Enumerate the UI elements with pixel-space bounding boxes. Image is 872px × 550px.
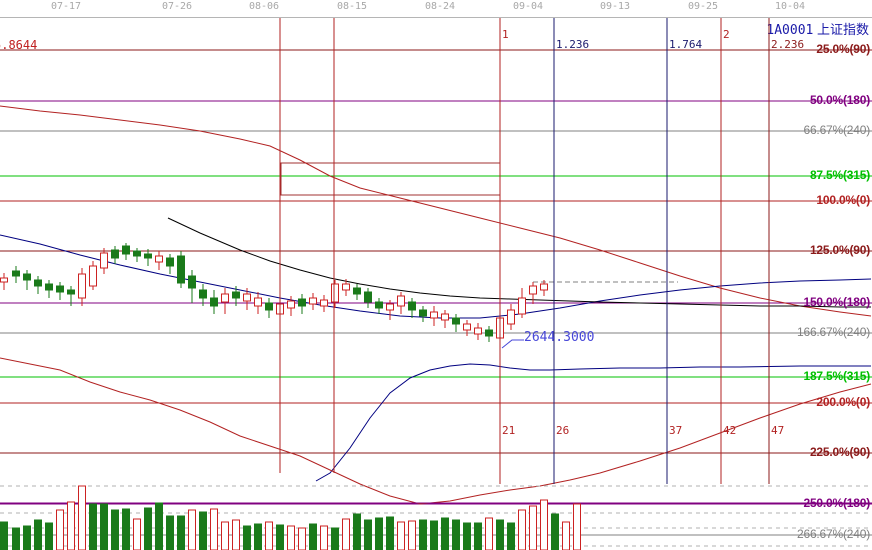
volume-panel bbox=[0, 466, 872, 550]
percent-level-label: 225.0%(90) bbox=[809, 445, 870, 459]
date-tick: 07-26 bbox=[161, 1, 193, 12]
percent-level-label: 100.0%(0) bbox=[816, 193, 870, 207]
price-panel: 5.8644 bbox=[0, 18, 872, 536]
date-tick: 09-04 bbox=[512, 1, 544, 12]
date-tick: 08-06 bbox=[248, 1, 280, 12]
percent-level-label: 266.67%(240) bbox=[797, 527, 870, 541]
top-left-value: 5.8644 bbox=[0, 38, 38, 52]
date-tick: 09-13 bbox=[599, 1, 631, 12]
price-vector-layer bbox=[0, 18, 872, 536]
symbol-name: 上证指数 bbox=[816, 22, 869, 37]
time-marker-top-label: 2 bbox=[723, 28, 730, 41]
time-marker-top-label: 1.764 bbox=[669, 38, 703, 51]
percent-level-label: 150.0%(180) bbox=[803, 295, 870, 309]
time-marker-top-label: 1.236 bbox=[556, 38, 590, 51]
percent-level-label: 87.5%(315) bbox=[809, 168, 870, 182]
time-marker-bottom-label: 37 bbox=[669, 424, 683, 437]
price-callout: 2644.3000 bbox=[524, 330, 595, 345]
date-tick: 07-17 bbox=[50, 1, 82, 12]
axis-rule bbox=[0, 17, 872, 18]
chart-title: 1A0001 上证指数 bbox=[766, 19, 869, 38]
percent-level-label: 125.0%(90) bbox=[809, 243, 870, 257]
time-marker-bottom-label: 26 bbox=[556, 424, 570, 437]
percent-level-label: 250.0%(180) bbox=[803, 496, 870, 510]
symbol-code: 1A0001 bbox=[766, 23, 814, 38]
percent-level-label: 187.5%(315) bbox=[803, 369, 870, 383]
percent-level-label: 66.67%(240) bbox=[803, 123, 870, 137]
date-tick: 09-25 bbox=[687, 1, 719, 12]
time-marker-top-label: 2.236 bbox=[771, 38, 805, 51]
date-tick: 08-24 bbox=[424, 1, 456, 12]
percent-level-label: 166.67%(240) bbox=[797, 325, 870, 339]
time-marker-top-label: 1 bbox=[502, 28, 509, 41]
date-axis: 07-17 07-26 08-06 08-15 08-24 09-04 09-13 09-25… bbox=[0, 0, 872, 17]
date-tick: 08-15 bbox=[336, 1, 368, 12]
percent-level-label: 200.0%(0) bbox=[816, 395, 870, 409]
time-marker-bottom-label: 47 bbox=[771, 424, 785, 437]
time-marker-bottom-label: 42 bbox=[723, 424, 737, 437]
volume-vector-layer bbox=[0, 466, 872, 550]
percent-level-label: 25.0%(90) bbox=[816, 42, 870, 56]
percent-level-label: 50.0%(180) bbox=[809, 93, 870, 107]
date-tick: 10-04 bbox=[774, 1, 806, 12]
time-marker-bottom-label: 21 bbox=[502, 424, 516, 437]
